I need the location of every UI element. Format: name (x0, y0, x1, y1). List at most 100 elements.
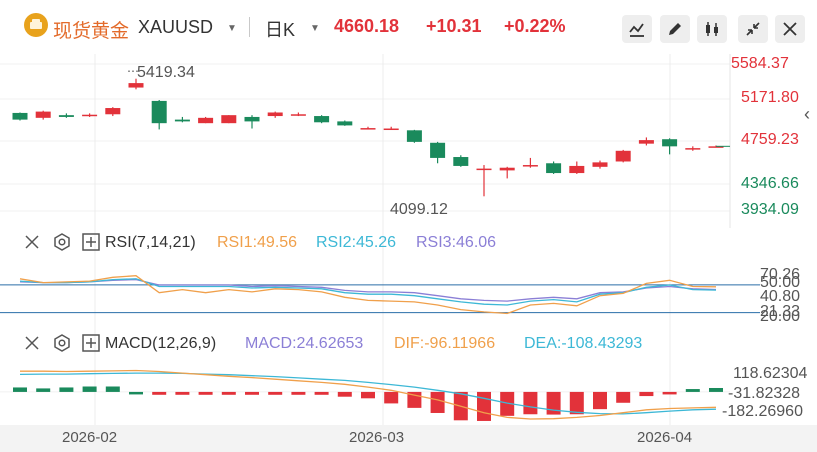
settings-icon[interactable] (52, 232, 72, 252)
macd-axis-label: -182.26960 (722, 403, 803, 420)
line-chart-icon (629, 23, 644, 37)
macd-histogram-bar (175, 391, 190, 395)
macd-histogram-bar (129, 391, 143, 395)
gold-bar-icon (24, 13, 48, 37)
last-price: 4660.18 (334, 16, 400, 36)
macd-histogram-bar (105, 386, 120, 392)
price-axis-label: 4346.66 (741, 175, 799, 192)
price-change-pct: +0.22% (504, 16, 566, 36)
dea-value: DEA:-108.43293 (524, 335, 643, 352)
rsi-axis-label: 50.00 (760, 274, 801, 291)
candle-body (615, 150, 631, 162)
macd-histogram-bar (268, 391, 283, 395)
macd-histogram-bar (593, 391, 607, 410)
time-axis-label: 2026-03 (349, 429, 405, 446)
macd-histogram-bar (13, 387, 27, 392)
rsi1-value: RSI1:49.56 (217, 234, 298, 251)
candle-body (151, 100, 167, 124)
rsi-axis-label: 20.00 (760, 308, 801, 325)
price-axis-label: 5171.80 (741, 89, 799, 106)
price-axis-label: 4759.23 (741, 131, 799, 148)
line-chart-button[interactable] (622, 15, 652, 43)
candle-body (476, 168, 492, 171)
candle-body (82, 114, 98, 117)
time-axis-label: 2026-04 (637, 429, 693, 446)
candle-body (290, 114, 306, 116)
macd-histogram-bar (477, 391, 491, 421)
rsi-axis-label: 21.33 (760, 303, 801, 320)
macd-histogram-bar (337, 391, 352, 397)
settings-icon[interactable] (52, 333, 72, 353)
add-indicator-icon[interactable] (81, 333, 101, 353)
macd-histogram-bar (523, 391, 538, 415)
macd-histogram-bar (82, 386, 97, 392)
chevron-left-icon[interactable]: ‹ (804, 104, 810, 124)
header-divider (249, 17, 250, 37)
macd-histogram-bar (361, 391, 375, 399)
rsi-axis-label: 40.80 (760, 288, 801, 305)
draw-button[interactable] (660, 15, 690, 43)
dif-value: DIF:-96.11966 (394, 335, 496, 352)
candle-body (662, 139, 678, 147)
close-indicator-icon[interactable] (22, 232, 42, 252)
symbol-dropdown-icon[interactable]: ▼ (227, 23, 237, 34)
macd-histogram-bar (59, 387, 74, 392)
candlestick-chart[interactable] (0, 54, 817, 228)
candle-body (58, 115, 74, 117)
time-axis (0, 425, 817, 452)
period-selector[interactable]: 日K (265, 20, 296, 40)
macd-histogram-bar (291, 391, 306, 395)
max-marker: ⋯ (127, 64, 139, 78)
dea-line (19, 372, 717, 415)
candle-body (499, 167, 515, 171)
candle-body (35, 111, 51, 118)
candle-body (546, 163, 562, 174)
macd-histogram-bar (662, 391, 677, 395)
candle-body (221, 115, 237, 124)
candle-body (174, 119, 190, 122)
close-indicator-icon[interactable] (22, 333, 42, 353)
candlestick-icon (706, 22, 718, 36)
add-indicator-icon[interactable] (81, 232, 101, 252)
rsi2-value: RSI2:45.26 (316, 234, 397, 251)
macd-histogram-bar (500, 391, 515, 416)
rsi3-value: RSI3:46.06 (416, 234, 497, 251)
close-button[interactable] (775, 15, 805, 43)
instrument-name[interactable]: 现货黄金 (53, 21, 130, 42)
time-axis-label: 2026-02 (62, 429, 118, 446)
macd-histogram-bar (198, 391, 213, 395)
macd-histogram-bar (152, 391, 167, 395)
macd-histogram-bar (221, 391, 236, 395)
candle-body (592, 162, 608, 167)
candle-body (267, 112, 283, 117)
candle-body (569, 165, 585, 174)
candle-body (337, 121, 353, 126)
macd-histogram-bar (314, 391, 329, 395)
candle-body (708, 146, 724, 148)
macd-histogram-bar (36, 388, 51, 392)
pencil-icon (669, 23, 681, 35)
rsi-chart[interactable] (0, 228, 817, 325)
period-dropdown-icon[interactable]: ▼ (310, 23, 320, 34)
collapse-button[interactable] (738, 15, 768, 43)
macd-chart[interactable] (0, 325, 817, 425)
rsi3-line (19, 278, 717, 302)
macd-histogram-bar (616, 391, 631, 403)
macd-axis-label: 118.62304 (733, 365, 808, 382)
candle-body (685, 148, 701, 150)
candle-body (12, 112, 28, 120)
candle-body (522, 165, 538, 167)
candle-body (128, 83, 144, 88)
price-axis-label: 5584.37 (731, 55, 789, 72)
macd-histogram-bar (546, 391, 561, 415)
rsi2-line (19, 278, 717, 306)
instrument-code[interactable]: XAUUSD (138, 17, 214, 37)
candle-body (453, 157, 469, 166)
min-price-label: 4099.12 (390, 201, 448, 218)
candle-body (105, 108, 121, 115)
macd-histogram-bar (685, 389, 700, 392)
close-icon (783, 22, 797, 36)
chart-type-button[interactable] (697, 15, 727, 43)
instrument-header: 现货黄金 XAUUSD ▼ 日K ▼ 4660.18 +10.31 +0.22% (0, 0, 817, 54)
max-price-label: 5419.34 (137, 64, 195, 81)
